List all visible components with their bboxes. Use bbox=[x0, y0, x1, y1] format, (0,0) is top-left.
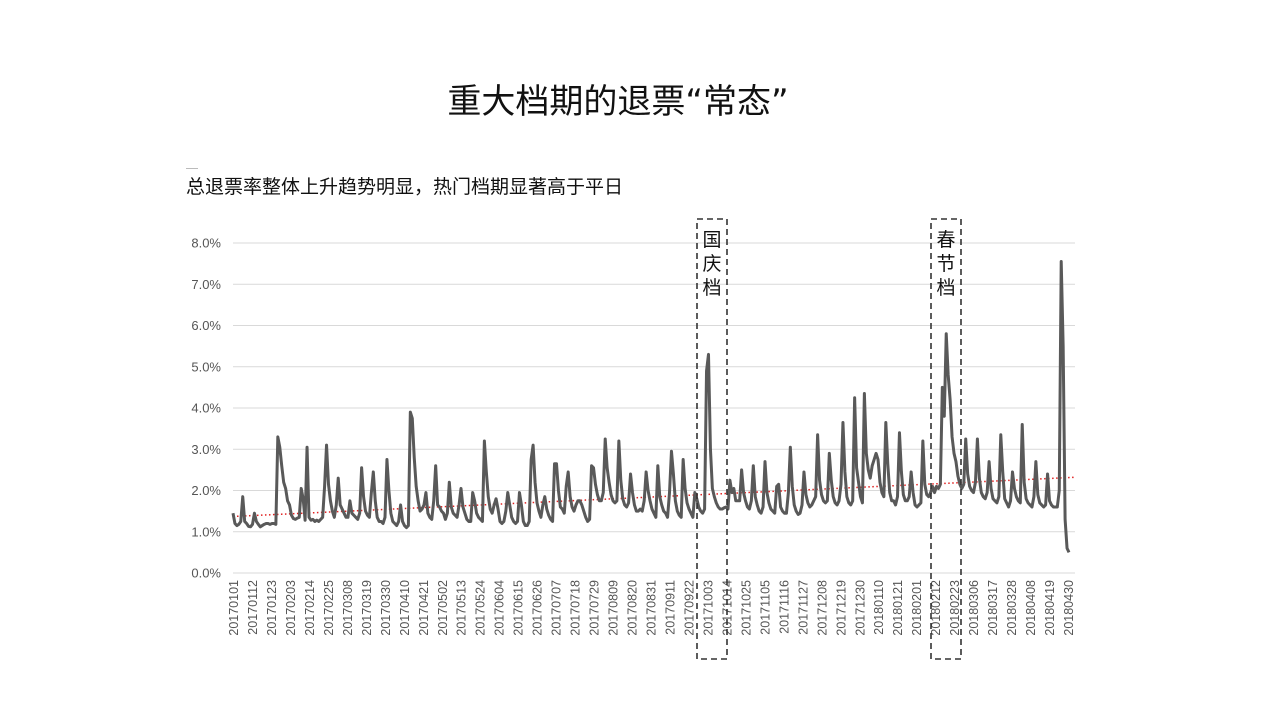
x-tick-label: 20170101 bbox=[227, 580, 241, 636]
x-tick-label: 20171127 bbox=[796, 580, 810, 635]
x-tick-label: 20170225 bbox=[322, 580, 336, 636]
y-tick-label: 2.0% bbox=[191, 483, 221, 498]
x-tick-label: 20171208 bbox=[815, 580, 829, 636]
x-tick-label: 20180430 bbox=[1062, 580, 1076, 636]
x-tick-label: 20170214 bbox=[303, 580, 317, 636]
subtitle-marker bbox=[186, 168, 198, 169]
annotation-label: 档 bbox=[702, 277, 721, 299]
x-tick-label: 20171230 bbox=[853, 580, 867, 636]
x-tick-label: 20170809 bbox=[607, 580, 621, 636]
y-tick-label: 6.0% bbox=[191, 318, 221, 333]
x-tick-label: 20180212 bbox=[929, 580, 943, 636]
x-tick-label: 20170615 bbox=[512, 580, 526, 636]
x-tick-label: 20180121 bbox=[891, 580, 905, 636]
annotation-label: 庆 bbox=[702, 253, 721, 275]
x-tick-label: 20170911 bbox=[663, 580, 677, 635]
x-tick-label: 20170604 bbox=[493, 580, 507, 636]
annotation-label: 档 bbox=[936, 277, 955, 299]
x-axis-ticks: 20170101 20170112 20170123 20170203 20170214… bbox=[227, 580, 1076, 636]
series-line bbox=[231, 260, 1071, 554]
chart-subtitle: 总退票率整体上升趋势明显，热门档期显著高于平日 bbox=[186, 176, 624, 198]
x-tick-label: 20170330 bbox=[379, 580, 393, 636]
x-tick-label: 20170707 bbox=[550, 580, 564, 636]
x-tick-label: 20171025 bbox=[739, 580, 753, 636]
page-title: 重大档期的退票“常态” bbox=[447, 82, 789, 122]
annotation-label: 国 bbox=[702, 229, 721, 251]
x-tick-label: 20170820 bbox=[626, 580, 640, 636]
x-tick-label: 20171003 bbox=[701, 580, 715, 636]
x-tick-label: 20170718 bbox=[569, 580, 583, 636]
x-tick-label: 20170831 bbox=[645, 580, 659, 636]
x-tick-label: 20170319 bbox=[360, 580, 374, 636]
x-tick-label: 20170410 bbox=[398, 580, 412, 636]
x-tick-label: 20180328 bbox=[1005, 580, 1019, 636]
y-tick-label: 0.0% bbox=[191, 566, 221, 581]
annotation-label: 春 bbox=[936, 229, 955, 251]
x-tick-label: 20171105 bbox=[758, 580, 772, 635]
y-tick-label: 1.0% bbox=[191, 524, 221, 539]
trend-line bbox=[232, 476, 1076, 518]
x-tick-label: 20170308 bbox=[341, 580, 355, 636]
x-tick-label: 20170203 bbox=[284, 580, 298, 636]
annotation-label: 节 bbox=[936, 253, 955, 275]
annotation-box bbox=[930, 218, 962, 660]
x-tick-label: 20180317 bbox=[986, 580, 1000, 636]
x-tick-label: 20171014 bbox=[720, 580, 734, 636]
annotation-box bbox=[696, 218, 728, 660]
x-tick-label: 20170626 bbox=[531, 580, 545, 636]
gridlines bbox=[233, 242, 1075, 574]
y-tick-label: 3.0% bbox=[191, 442, 221, 457]
x-tick-label: 20170513 bbox=[455, 580, 469, 636]
x-tick-label: 20171219 bbox=[834, 580, 848, 636]
series-group bbox=[231, 260, 1071, 554]
y-tick-label: 4.0% bbox=[191, 401, 221, 416]
x-tick-label: 20170421 bbox=[417, 580, 431, 636]
x-tick-label: 20170502 bbox=[436, 580, 450, 636]
trend-line-group bbox=[232, 476, 1076, 518]
x-tick-label: 20170524 bbox=[474, 580, 488, 636]
y-tick-label: 5.0% bbox=[191, 359, 221, 374]
x-tick-label: 20180306 bbox=[967, 580, 981, 636]
x-tick-label: 20170112 bbox=[246, 580, 260, 635]
y-tick-label: 8.0% bbox=[191, 236, 221, 251]
x-tick-label: 20180110 bbox=[872, 580, 886, 635]
y-axis-ticks: 0.0% 1.0% 2.0% 3.0% 4.0% 5.0% 6.0% 7.0% 8.0% bbox=[191, 236, 221, 581]
x-tick-label: 20180419 bbox=[1043, 580, 1057, 636]
y-tick-label: 7.0% bbox=[191, 277, 221, 292]
x-tick-label: 20180201 bbox=[910, 580, 924, 636]
x-tick-label: 20171116 bbox=[777, 580, 791, 634]
x-tick-label: 20170729 bbox=[588, 580, 602, 636]
x-tick-label: 20170123 bbox=[265, 580, 279, 636]
x-tick-label: 20170922 bbox=[682, 580, 696, 636]
x-tick-label: 20180223 bbox=[948, 580, 962, 636]
x-tick-label: 20180408 bbox=[1024, 580, 1038, 636]
